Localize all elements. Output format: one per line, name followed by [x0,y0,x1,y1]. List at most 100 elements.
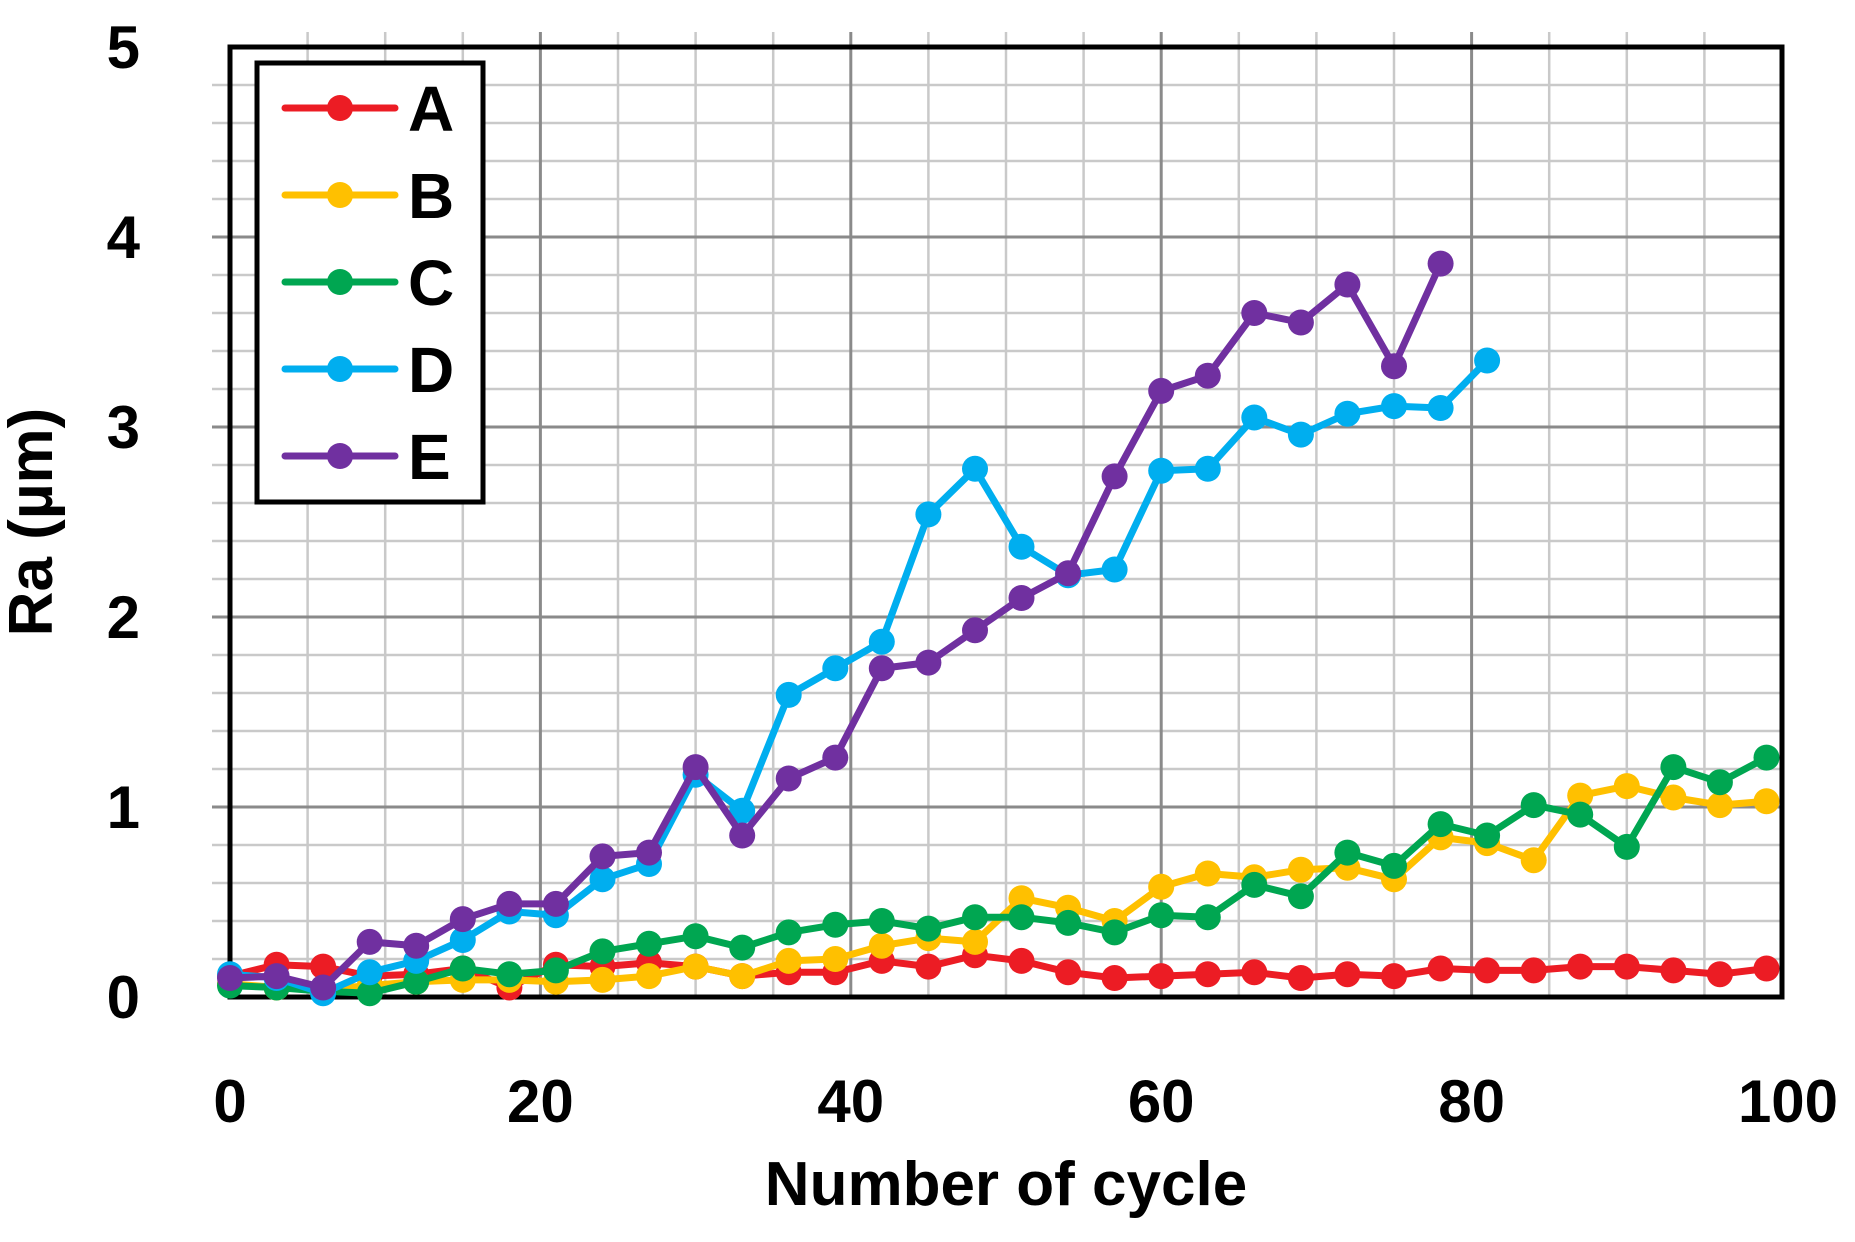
series-E-point-21 [542,890,569,917]
legend-marker-C [327,269,353,295]
series-B-point-27 [636,963,662,990]
series-B-point-36 [775,947,802,974]
series-C-point-18 [496,961,523,988]
series-B-point-30 [682,953,709,980]
legend-item-E: E [281,421,451,493]
series-E-point-51 [1008,585,1035,611]
x-tick-label-60: 60 [1128,1068,1195,1135]
legend-marker-E [327,443,353,469]
series-C-point-75 [1381,852,1407,879]
x-tick-label-80: 80 [1438,1068,1505,1135]
series-C-point-24 [589,938,616,965]
series-E-point-27 [636,839,662,866]
series-B-point-69 [1287,856,1314,883]
legend-marker-B [327,182,353,208]
series-E-point-48 [962,617,988,644]
series-D-point-57 [1101,556,1128,583]
series-E-point-30 [682,754,709,781]
series-C-point-33 [729,934,756,961]
x-axis-tick-labels: 0 20 40 60 80 100 [213,1068,1838,1135]
series-C-point-42 [868,908,895,934]
x-axis-title: Number of cycle [765,1150,1247,1219]
series-D-point-78 [1427,395,1454,421]
series-A-point-90 [1613,953,1640,980]
series-E-point-12 [403,932,430,959]
series-A-point-99 [1753,955,1780,982]
y-tick-label-2: 2 [107,584,140,651]
series-C-point-12 [403,968,430,995]
series-A-point-51 [1008,947,1035,974]
series-B-point-33 [729,963,756,990]
series-D-point-39 [822,655,849,682]
series-A-point-78 [1427,955,1454,982]
series-C-point-81 [1474,822,1501,849]
series-D-point-72 [1334,400,1361,427]
series-C-point-66 [1241,871,1268,898]
series-A-point-81 [1474,957,1501,984]
series-C-point-63 [1194,904,1221,931]
series-B-point-42 [868,932,895,959]
series-D-point-66 [1241,404,1268,431]
plot-border [227,44,1785,1000]
series-B-point-51 [1008,885,1035,912]
series-A-point-60 [1148,963,1175,990]
series-C-point-36 [775,919,802,946]
series-C-point-84 [1520,792,1547,819]
series-B-point-39 [822,946,849,972]
x-tick-label-40: 40 [817,1068,884,1135]
series-D-point-63 [1194,455,1221,482]
series-C-point-9 [356,980,383,1007]
series-C-point-90 [1613,833,1640,860]
series-C-point-69 [1287,883,1314,910]
series-E-point-0 [217,965,243,991]
y-tick-label-1: 1 [107,774,140,841]
series-A-point-93 [1660,957,1687,984]
series-E-point-33 [729,822,756,849]
series-D-point-75 [1381,393,1407,420]
series-A-point-45 [915,953,942,980]
series-E-point-9 [356,928,383,955]
y-axis-tick-labels: 0 1 2 3 4 5 [107,14,141,1031]
legend-label-C: C [408,247,454,319]
series-A-point-57 [1101,965,1128,991]
series-E-point-66 [1241,300,1268,326]
series-B-point-93 [1660,784,1687,811]
series-D-point-48 [962,455,988,482]
series-D-line [226,357,1491,997]
series-E-point-57 [1101,463,1128,490]
series-C-point-87 [1567,801,1594,828]
series-E-point-54 [1055,560,1082,587]
y-axis-title: Ra (µm) [0,408,66,637]
series-C-point-48 [962,904,988,931]
series-E-point-18 [496,890,523,917]
series-C-point-15 [449,955,476,982]
series-E-point-45 [915,649,942,676]
series-C-point-93 [1660,754,1687,781]
series-A-point-54 [1055,959,1082,986]
series-D-point-51 [1008,533,1035,560]
series-B-point-84 [1520,847,1547,874]
series-D-point-36 [775,681,802,708]
series-B-point-48 [962,928,988,955]
legend-label-D: D [408,334,454,406]
series-C-point-99 [1753,744,1780,771]
series-C-point-96 [1706,769,1733,796]
x-tick-label-0: 0 [213,1068,246,1135]
series-E-point-36 [775,765,802,792]
legend-marker-A [327,95,353,121]
series-B-point-24 [589,966,616,993]
series-B-point-90 [1613,773,1640,800]
series-A-point-63 [1194,961,1221,988]
series-D-point-60 [1148,457,1175,484]
series-E-point-15 [449,906,476,933]
series-E-point-69 [1287,309,1314,336]
series-A-point-69 [1287,965,1314,991]
series-A-point-75 [1381,963,1407,990]
series-D-point-33 [729,797,756,824]
series-E-point-39 [822,744,849,771]
series-A-point-72 [1334,961,1361,988]
legend-item-A: A [281,73,454,145]
